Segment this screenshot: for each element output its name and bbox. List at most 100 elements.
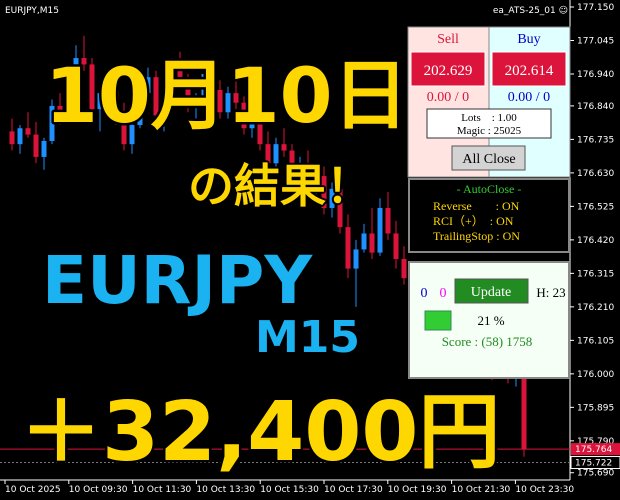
candle-body <box>49 105 55 141</box>
candle-body <box>265 144 271 164</box>
candle-body <box>33 134 39 157</box>
candle-body <box>281 144 287 151</box>
candle-body <box>201 73 207 100</box>
candle-body <box>353 249 359 269</box>
candle-body <box>65 73 71 119</box>
candle-body <box>73 58 79 74</box>
candle-body <box>57 105 63 119</box>
candle-body <box>41 140 47 157</box>
sell-price-box[interactable] <box>410 51 486 87</box>
candle-body <box>209 73 215 90</box>
sell-price: 202.629 <box>424 63 473 79</box>
candle-body <box>161 102 167 116</box>
progress-box <box>424 310 452 331</box>
price-tick-label: 176.840 <box>577 102 614 112</box>
candle-body <box>25 128 31 135</box>
count-b: 0 <box>440 286 447 301</box>
candle-body <box>17 128 23 145</box>
candle-body <box>97 93 103 110</box>
sell-pl: 0.00 / 0 <box>427 90 469 105</box>
autoclose-row: Reverse : ON <box>433 199 520 213</box>
candle-body <box>113 80 119 119</box>
candle-body <box>257 115 263 145</box>
candle-body <box>385 207 391 234</box>
score: Score : (58) 1758 <box>442 334 533 349</box>
candle-body <box>289 150 295 177</box>
bid-label-bg <box>571 443 620 456</box>
overlay-pair: EURJPY <box>42 242 313 319</box>
price-tick-label: 176.630 <box>577 169 614 179</box>
candle-body <box>145 77 151 94</box>
buy-price: 202.614 <box>505 63 554 79</box>
ask-label: 175.722 <box>575 459 612 469</box>
candle-body <box>377 207 383 253</box>
candle-body <box>217 89 223 113</box>
overlay-date: 10月10日 <box>45 51 409 140</box>
price-tick-label: 176.525 <box>577 202 614 212</box>
hours: H: 23 <box>536 285 565 300</box>
candle-body <box>361 233 367 250</box>
price-tick-label: 176.315 <box>577 269 614 279</box>
price-tick-label: 176.420 <box>577 236 614 246</box>
candle-body <box>81 58 87 65</box>
candle-body <box>169 64 175 103</box>
candle-body <box>345 227 351 269</box>
candle-body <box>273 144 279 164</box>
symbol-label: EURJPY,M15 <box>5 6 59 16</box>
time-label: 10 Oct 17:30 <box>324 485 383 495</box>
candle-body <box>521 373 527 450</box>
autoclose-title: - AutoClose - <box>457 182 522 196</box>
magic: Magic : 25025 <box>457 125 522 137</box>
time-label: 10 Oct 15:30 <box>260 485 319 495</box>
candle-body <box>225 93 231 113</box>
candle-body <box>105 80 111 94</box>
candle-body <box>89 64 95 110</box>
lots: Lots : 1.00 <box>461 112 517 124</box>
candle-body <box>297 163 303 177</box>
time-label: 10 Oct 19:30 <box>388 485 447 495</box>
time-label: 10 Oct 23:30 <box>515 485 574 495</box>
all-close-button[interactable] <box>451 145 526 171</box>
overlay-timeframe: M15 <box>255 312 360 363</box>
update-button[interactable] <box>454 278 529 304</box>
count-a: 0 <box>421 286 428 301</box>
price-tick-label: 177.045 <box>577 36 614 46</box>
candle-body <box>153 77 159 116</box>
price-tick-label: 176.210 <box>577 303 614 313</box>
time-label: 10 Oct 13:30 <box>196 485 255 495</box>
candle-body <box>185 80 191 106</box>
bid-label: 175.764 <box>575 445 612 455</box>
price-tick-label: 176.940 <box>577 70 614 80</box>
candle-body <box>137 93 143 126</box>
price-tick-label: 177.150 <box>577 3 614 13</box>
candle-body <box>233 93 239 103</box>
candle-body <box>401 259 407 279</box>
overlay-profit: ＋32,400円 <box>20 385 500 480</box>
ea-label: ea_ATS-25_01 ☺ <box>493 5 568 16</box>
buy-price-box[interactable] <box>491 51 567 87</box>
price-tick-label: 176.000 <box>577 370 614 380</box>
buy-label: Buy <box>517 32 540 47</box>
price-tick-label: 176.105 <box>577 336 614 346</box>
candle-body <box>9 131 15 145</box>
update-label: Update <box>471 285 511 300</box>
autoclose-row: RCI（+） : ON <box>433 214 514 228</box>
sell-label: Sell <box>437 32 459 47</box>
time-label: 10 Oct 09:30 <box>69 485 128 495</box>
all-close-label: All Close <box>462 152 515 167</box>
candle-body <box>121 118 127 145</box>
candle-body <box>193 99 199 106</box>
candle-body <box>321 176 327 208</box>
autoclose-row: TrailingStop : ON <box>433 229 520 243</box>
candle-body <box>337 188 343 228</box>
candle-body <box>249 115 255 129</box>
candle-body <box>241 102 247 129</box>
candle-body <box>393 233 399 260</box>
time-label: 10 Oct 21:30 <box>452 485 511 495</box>
time-label: 10 Oct 2025 <box>5 485 61 495</box>
ask-label-bg <box>570 456 620 470</box>
price-tick-label: 175.790 <box>577 437 614 447</box>
candle-body <box>313 176 319 189</box>
buy-pl: 0.00 / 0 <box>508 90 550 105</box>
